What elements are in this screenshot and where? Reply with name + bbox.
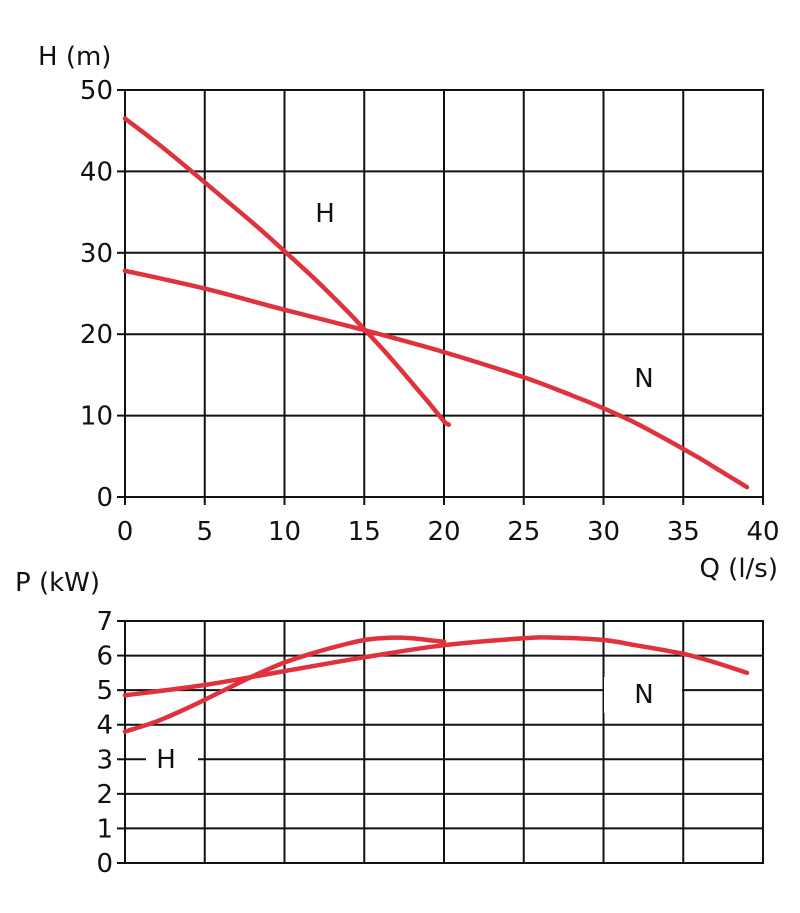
x-tick-label: 0	[117, 517, 134, 547]
series-line-h	[122, 116, 452, 427]
x-tick-label: 20	[427, 517, 460, 547]
y-tick-label: 7	[96, 607, 113, 637]
x-tick-label: 25	[507, 517, 540, 547]
y-axis-label: H (m)	[38, 42, 111, 72]
series-line-n	[122, 635, 750, 698]
y-tick-label: 5	[96, 676, 113, 706]
y-tick-label: 10	[80, 402, 113, 432]
series-label-n: N	[634, 364, 653, 394]
chart-head: 0 10 20 30 40 50 0 5 10 15 20 25 30 35 40 H (m) Q (l/s) H…	[38, 42, 780, 584]
y-tick-label: 30	[80, 239, 113, 269]
y-tick-label: 1	[96, 814, 113, 844]
series-line-h	[122, 635, 447, 734]
x-tick-label: 30	[587, 517, 620, 547]
y-tick-label: 4	[96, 711, 113, 741]
series-label-background	[146, 742, 198, 778]
plot-frame	[124, 620, 764, 864]
series-label-background	[604, 677, 682, 713]
y-tick-label: 0	[96, 849, 113, 879]
x-tick-label: 15	[348, 517, 381, 547]
y-tick-label: 0	[96, 483, 113, 513]
x-tick-label: 10	[268, 517, 301, 547]
x-tick-label: 35	[667, 517, 700, 547]
series-label-n: N	[634, 680, 653, 710]
plot-frame	[124, 89, 764, 498]
y-axis-label: P (kW)	[15, 568, 100, 598]
series-label-h: H	[156, 745, 176, 775]
chart-power: 0 1 2 3 4 5 6 7 P (kW) H N	[15, 568, 764, 879]
series-line-n	[122, 268, 750, 490]
y-tick-label: 3	[96, 745, 113, 775]
x-axis-label: Q (l/s)	[699, 554, 778, 584]
y-tick-label: 6	[96, 642, 113, 672]
x-tick-label: 40	[746, 517, 779, 547]
x-tick-label: 5	[196, 517, 213, 547]
y-tick-label: 50	[80, 76, 113, 106]
series-label-h: H	[315, 199, 335, 229]
y-tick-label: 40	[80, 157, 113, 187]
y-tick-label: 2	[96, 780, 113, 810]
y-tick-label: 20	[80, 320, 113, 350]
